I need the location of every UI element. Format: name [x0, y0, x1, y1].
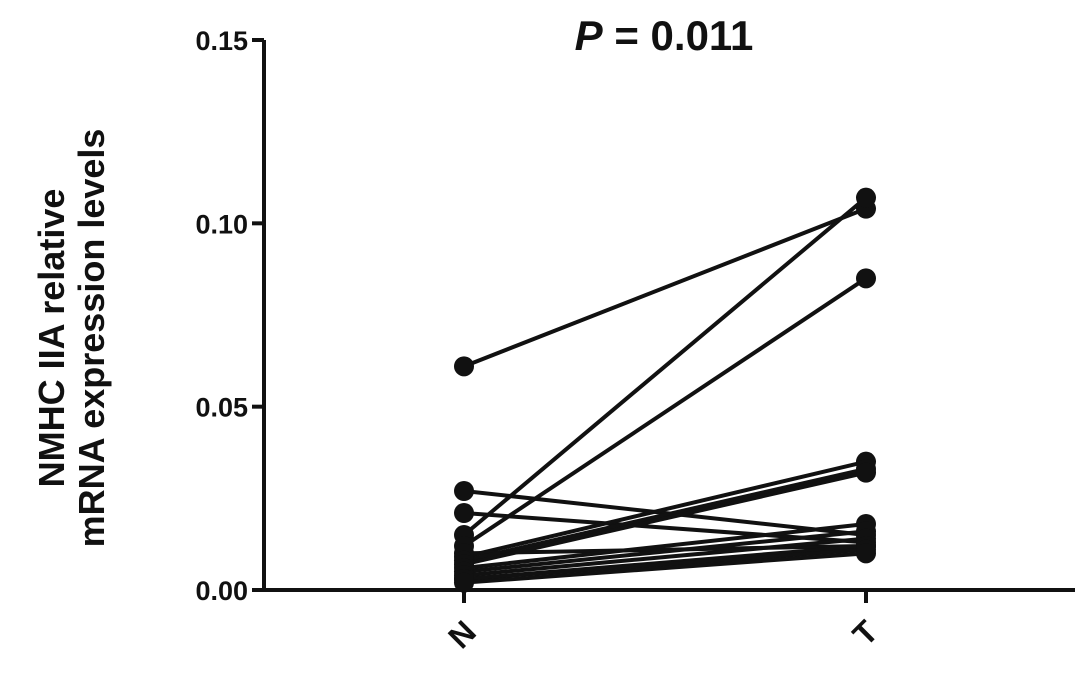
point-n-3 [454, 503, 474, 523]
x-axis-ticks: N T [441, 590, 885, 655]
pair-line-10 [463, 522, 867, 570]
point-t-9 [856, 462, 876, 483]
y-tick-label: 0.00 [195, 576, 248, 606]
point-n-15 [454, 572, 474, 593]
y-axis-label: NMHC IIA relative mRNA expression levels [31, 129, 112, 548]
pair-line-6 [463, 459, 867, 559]
point-t-5 [856, 268, 876, 289]
pair-line-8 [463, 467, 867, 563]
pair-line-14 [463, 547, 867, 581]
y-axis-label-line-2: mRNA expression levels [71, 129, 112, 548]
pair-line-12 [463, 536, 867, 578]
y-axis-label-line-1: NMHC IIA relative [31, 189, 72, 488]
pair-line-11 [463, 529, 867, 574]
title-p-value: = 0.011 [603, 12, 754, 59]
point-t-4 [856, 187, 876, 208]
pair-line-1 [463, 206, 867, 369]
pair-line-15 [463, 551, 867, 585]
point-n-1 [454, 356, 474, 377]
title-p-symbol: P [575, 12, 604, 59]
pair-line-4 [462, 196, 868, 537]
y-tick-label: 0.10 [195, 209, 248, 239]
x-category-label-t: T [846, 613, 886, 653]
point-t-15 [856, 543, 876, 564]
point-n-2 [454, 481, 474, 501]
y-axis-ticks: 0.00 0.05 0.10 0.15 [195, 26, 264, 606]
pair-line-9 [463, 470, 867, 567]
paired-series [454, 187, 876, 593]
pair-line-5 [462, 276, 868, 548]
chart-title: P = 0.011 [575, 12, 754, 59]
x-category-label-n: N [441, 613, 483, 655]
y-tick-label: 0.05 [195, 393, 248, 423]
y-tick-label: 0.15 [195, 26, 248, 56]
